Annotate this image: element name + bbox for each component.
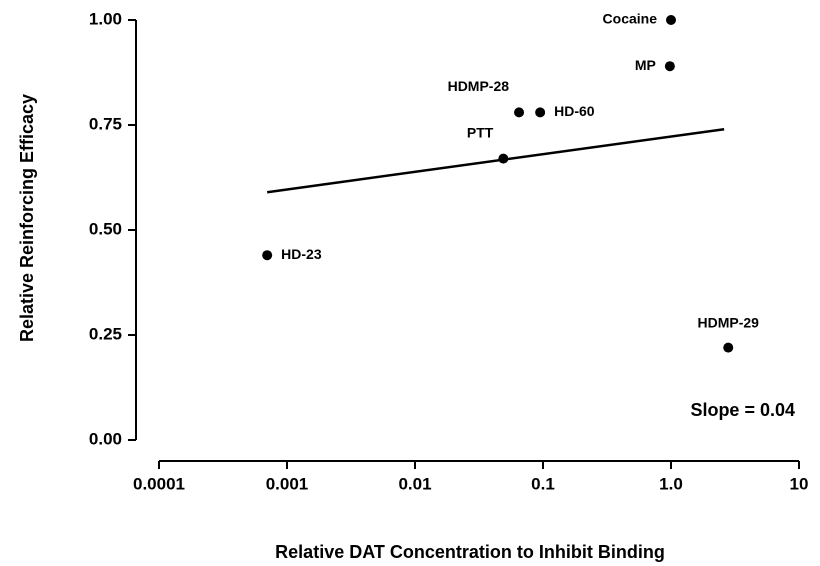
- y-tick-label: 0.00: [89, 429, 122, 448]
- x-tick-label: 0.1: [531, 474, 555, 493]
- x-tick-label: 1.0: [659, 474, 683, 493]
- y-tick-label: 0.50: [89, 219, 122, 238]
- y-tick-label: 0.75: [89, 114, 122, 133]
- x-axis-title: Relative DAT Concentration to Inhibit Bi…: [275, 542, 665, 562]
- point: [723, 342, 734, 353]
- point: [262, 250, 273, 261]
- point-label: HD-60: [554, 103, 595, 119]
- point: [514, 107, 525, 118]
- x-tick-label: 0.01: [398, 474, 431, 493]
- x-tick-label: 10: [790, 474, 809, 493]
- y-tick-label: 1.00: [89, 9, 122, 28]
- fit-line: [267, 127, 725, 194]
- point-label: MP: [635, 57, 656, 73]
- point-label: HDMP-28: [448, 78, 510, 94]
- point-label: HD-23: [281, 246, 322, 262]
- point: [535, 107, 546, 118]
- point: [664, 61, 675, 72]
- point-label: Cocaine: [603, 11, 658, 27]
- y-axis-title: Relative Reinforcing Efficacy: [17, 94, 37, 342]
- x-tick-label: 0.001: [266, 474, 309, 493]
- annotation: Slope = 0.04: [690, 400, 795, 420]
- x-tick-label: 0.0001: [133, 474, 185, 493]
- point-label: PTT: [467, 124, 494, 140]
- point-label: HDMP-29: [698, 314, 760, 330]
- point: [666, 15, 676, 25]
- y-tick-label: 0.25: [89, 324, 122, 343]
